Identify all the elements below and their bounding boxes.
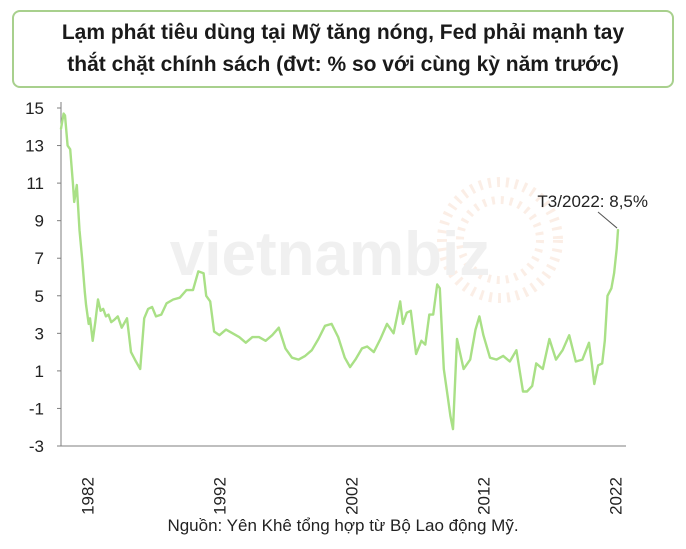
watermark-logo: vietnambiz [170, 177, 563, 303]
y-tick-label: 5 [35, 287, 44, 306]
y-tick-label: -1 [29, 399, 44, 418]
chart-title-line-1: Lạm phát tiêu dùng tại Mỹ tăng nóng, Fed… [61, 21, 625, 44]
watermark-text: vietnambiz [170, 220, 490, 289]
x-tick-labels: 1982 1992 2002 2012 2022 [78, 477, 625, 515]
y-tick-label: 11 [26, 174, 44, 193]
y-tick-label: 3 [35, 324, 44, 343]
x-tick-label: 2002 [342, 477, 361, 515]
x-tick-label: 1982 [78, 477, 97, 515]
y-tick-label: 7 [35, 249, 44, 268]
chart-title-line-2: thắt chặt chính sách (đvt: % so với cùng… [67, 53, 619, 76]
annotation-leader-line [597, 211, 618, 229]
series-line-cpi [59, 112, 620, 431]
axes [57, 102, 626, 447]
y-tick-label: 13 [25, 137, 44, 156]
y-tick-label: -3 [29, 437, 44, 456]
x-tick-label: 1992 [210, 477, 229, 515]
y-tick-label: 9 [35, 212, 44, 231]
x-tick-label: 2012 [474, 477, 493, 515]
y-tick-label: 1 [35, 362, 44, 381]
x-tick-label: 2022 [606, 477, 625, 515]
annotation-label: T3/2022: 8,5% [537, 192, 648, 211]
y-tick-labels: 15 13 11 9 7 5 3 1 -1 -3 [25, 99, 44, 456]
source-note: Nguồn: Yên Khê tổng hợp từ Bộ Lao động M… [167, 516, 519, 535]
chart-title-box: Lạm phát tiêu dùng tại Mỹ tăng nóng, Fed… [12, 10, 674, 88]
y-tick-label: 15 [25, 99, 44, 118]
